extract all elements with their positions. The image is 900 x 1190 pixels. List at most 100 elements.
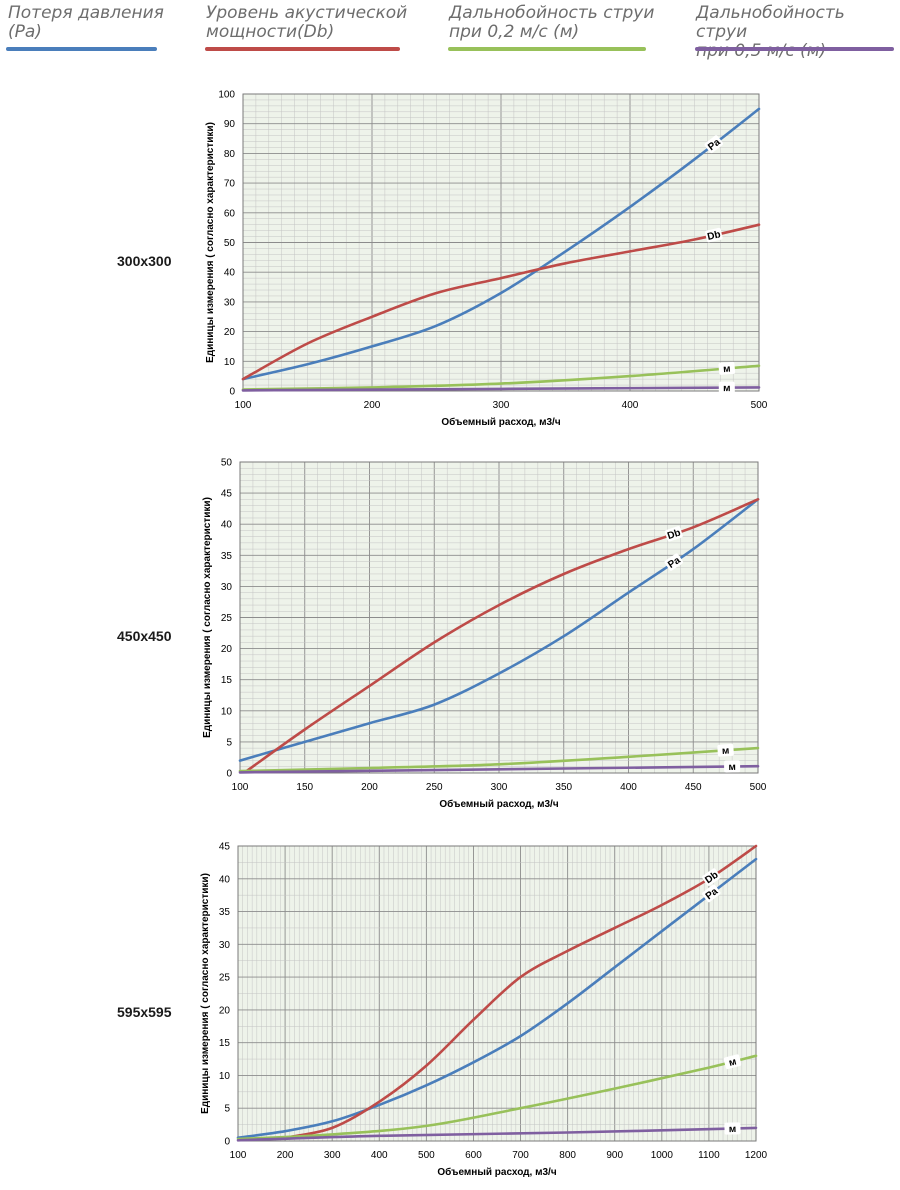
series-label-м: м: [724, 760, 741, 773]
series-line-м: [241, 364, 761, 391]
y-tick-label: 10: [221, 706, 233, 717]
legend-label: Дальнобойность струи при 0,2 м/с (м): [449, 3, 655, 42]
x-tick-label: 200: [277, 1150, 294, 1161]
x-tick-label: 400: [620, 782, 637, 793]
plot-frame: [242, 93, 760, 392]
legend-line-pressure: [6, 47, 157, 51]
series-label-bg: [704, 135, 723, 154]
y-tick-label: 10: [224, 357, 236, 368]
y-tick-label: 40: [221, 520, 233, 531]
series-label-bg: [723, 1054, 742, 1070]
x-tick-label: 900: [606, 1150, 623, 1161]
series-label-м: м: [718, 381, 735, 394]
y-tick-label: 30: [224, 297, 236, 308]
size-label-595: 595x595: [117, 1004, 172, 1020]
series-line-м: [236, 1054, 758, 1141]
y-tick-label: 0: [229, 387, 235, 398]
x-tick-label: 1000: [651, 1150, 674, 1161]
series-label-text: м: [728, 762, 736, 773]
series-label-bg: [717, 743, 734, 757]
y-tick-label: 35: [221, 551, 233, 562]
y-tick-label: 30: [221, 582, 233, 593]
series-label-Db: Db: [664, 526, 683, 542]
x-tick-label: 1200: [745, 1150, 768, 1161]
series-label-bg: [724, 760, 741, 773]
series-label-м: м: [724, 1122, 741, 1135]
plot-frame: [239, 461, 759, 774]
x-axis-title: Объемный расход, м3/ч: [439, 798, 558, 810]
y-tick-label: 40: [224, 268, 236, 279]
chart-450x450: 100 150 200 250 300 350 400 450 500 0 5 10 15 20 25 30 3…: [202, 458, 767, 811]
y-tick-label: 45: [221, 489, 233, 500]
x-tick-label: 200: [364, 400, 381, 411]
series-label-bg: [702, 884, 721, 903]
series-line-м: [238, 764, 760, 774]
y-tick-label: 20: [221, 644, 233, 655]
x-tick-label: 800: [559, 1150, 576, 1161]
x-tick-label: 150: [296, 782, 313, 793]
series-line-Pa: [241, 107, 761, 381]
legend-label: Дальнобойность струи при 0,5 м/с (м): [696, 3, 845, 61]
series-label-м: м: [717, 743, 734, 757]
x-tick-label: 100: [232, 782, 249, 793]
size-label-300: 300x300: [117, 253, 172, 269]
y-axis-title: Единицы измерения ( согласно характерист…: [205, 122, 216, 363]
x-tick-label: 350: [555, 782, 572, 793]
legend-line-range-05: [695, 47, 894, 51]
series-label-bg: [724, 1122, 741, 1135]
x-tick-label: 500: [751, 400, 768, 411]
y-tick-label: 70: [224, 179, 236, 190]
chart-595x595: 100 200 300 400 500 600 700 800 900 1000 1100 1200 0…: [200, 842, 768, 1179]
series-label-bg: [705, 227, 723, 243]
y-tick-label: 50: [221, 458, 233, 469]
x-tick-label: 500: [418, 1150, 435, 1161]
y-tick-label: 50: [224, 238, 236, 249]
series-line-м: [238, 746, 760, 773]
x-tick-label: 200: [361, 782, 378, 793]
y-tick-label: 15: [221, 675, 233, 686]
series-label-text: Db: [706, 229, 721, 243]
series-label-м: м: [723, 1054, 742, 1070]
x-tick-label: 400: [622, 400, 639, 411]
legend-item-range-02: Дальнобойность струи при 0,2 м/с (м): [449, 4, 654, 42]
legend-label: Потеря давления (Pa): [8, 3, 164, 42]
gridlines: [239, 461, 759, 774]
x-tick-label: 250: [426, 782, 443, 793]
series-label-bg: [702, 868, 721, 886]
x-tick-label: 300: [491, 782, 508, 793]
y-tick-label: 5: [226, 737, 232, 748]
x-tick-label: 600: [465, 1150, 482, 1161]
x-tick-label: 500: [750, 782, 767, 793]
gridlines: [242, 93, 760, 392]
x-axis-title: Объемный расход, м3/ч: [437, 1166, 556, 1178]
y-tick-label: 80: [224, 149, 236, 160]
legend-label: Уровень акустической мощности(Db): [206, 3, 408, 42]
y-tick-label: 40: [219, 874, 231, 885]
legend: Потеря давления (Pa) Уровень акустическо…: [0, 0, 900, 61]
series-label-text: м: [728, 1056, 738, 1068]
y-tick-label: 0: [224, 1137, 230, 1148]
series-line-Pa: [236, 857, 758, 1139]
series-label-bg: [718, 381, 735, 394]
series-label-bg: [718, 361, 736, 375]
y-tick-label: 30: [219, 940, 231, 951]
x-axis-title: Объемный расход, м3/ч: [441, 416, 560, 428]
plot-frame: [237, 845, 757, 1142]
legend-line-range-02: [448, 47, 646, 51]
y-tick-label: 25: [219, 973, 231, 984]
y-tick-label: 25: [221, 613, 233, 624]
series-label-text: м: [723, 383, 730, 394]
series-label-м: м: [718, 361, 736, 376]
y-tick-label: 60: [224, 208, 236, 219]
y-tick-label: 15: [219, 1038, 231, 1049]
y-tick-label: 5: [224, 1104, 230, 1115]
series-label-bg: [664, 553, 684, 571]
series-label-text: м: [729, 1124, 737, 1135]
x-tick-label: 300: [493, 400, 510, 411]
x-tick-label: 450: [685, 782, 702, 793]
series-label-text: м: [723, 364, 731, 376]
series-label-text: м: [722, 746, 730, 757]
size-label-450: 450x450: [117, 628, 172, 644]
y-tick-label: 0: [226, 769, 232, 780]
legend-item-range-05: Дальнобойность струи при 0,5 м/с (м): [696, 4, 900, 61]
